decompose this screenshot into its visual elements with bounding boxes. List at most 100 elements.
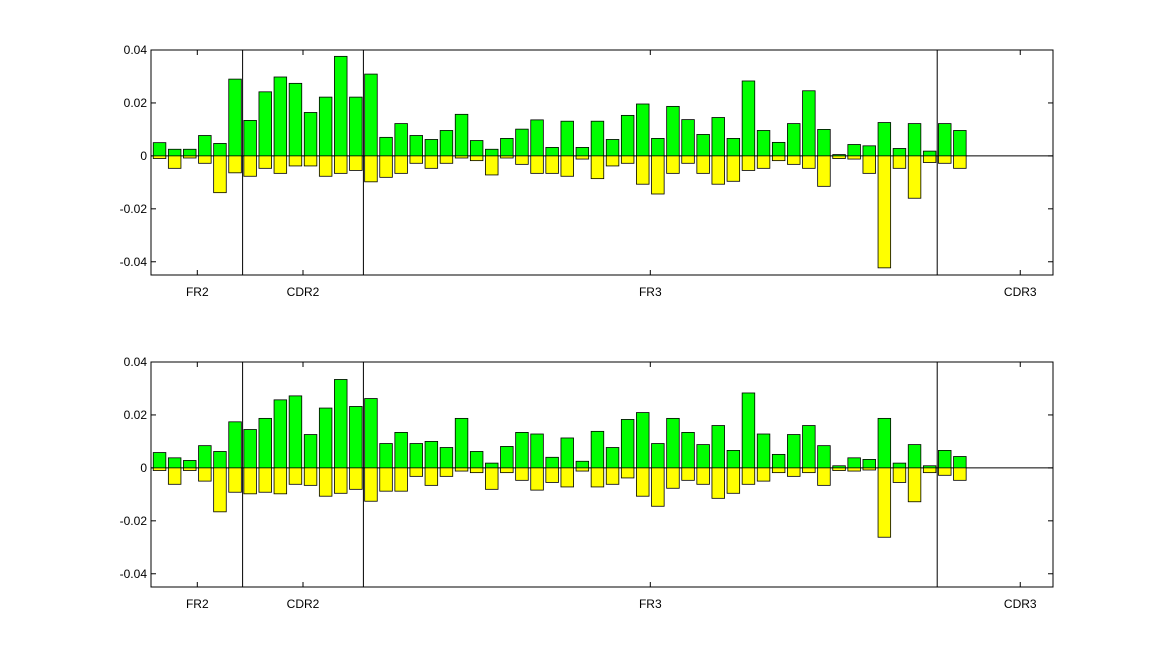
bar bbox=[364, 398, 378, 469]
bar bbox=[303, 155, 318, 167]
bar bbox=[953, 130, 967, 157]
bar bbox=[560, 437, 574, 469]
bar bbox=[620, 467, 635, 479]
bar bbox=[862, 459, 876, 469]
bar bbox=[711, 425, 725, 469]
bar bbox=[394, 155, 408, 174]
bar bbox=[666, 155, 680, 174]
bar bbox=[938, 123, 952, 157]
bar bbox=[922, 150, 937, 157]
bar bbox=[802, 155, 816, 169]
plot-area bbox=[150, 361, 1054, 588]
bar bbox=[696, 134, 710, 157]
bar bbox=[258, 91, 272, 157]
bar bbox=[318, 96, 333, 157]
bar bbox=[726, 138, 741, 157]
plot-area bbox=[150, 49, 1054, 276]
bar bbox=[485, 467, 499, 490]
bar bbox=[907, 155, 922, 199]
bar bbox=[183, 155, 197, 159]
bar bbox=[545, 147, 559, 157]
bar bbox=[364, 73, 378, 157]
bar bbox=[575, 467, 590, 472]
bar bbox=[726, 450, 741, 469]
bar bbox=[892, 467, 907, 483]
bar bbox=[349, 155, 363, 171]
bar bbox=[334, 155, 348, 174]
bar bbox=[500, 155, 514, 159]
bar bbox=[409, 467, 423, 477]
bar bbox=[892, 148, 907, 157]
bar bbox=[439, 130, 454, 157]
bar bbox=[334, 379, 348, 469]
bar bbox=[454, 467, 469, 472]
bar bbox=[303, 467, 318, 486]
bar bbox=[877, 155, 892, 269]
bar bbox=[228, 78, 242, 157]
bar bbox=[530, 119, 544, 157]
bar bbox=[334, 55, 348, 157]
region-label: CDR3 bbox=[1004, 597, 1037, 611]
bar bbox=[907, 123, 922, 157]
bar bbox=[243, 155, 257, 177]
bar bbox=[741, 155, 756, 171]
bar bbox=[288, 82, 303, 157]
bar bbox=[696, 467, 710, 485]
bar bbox=[318, 407, 333, 469]
y-tick-label: 0 bbox=[140, 461, 147, 475]
bar bbox=[756, 467, 771, 482]
bar bbox=[847, 467, 861, 472]
bar bbox=[364, 467, 378, 502]
bar bbox=[605, 139, 620, 157]
y-tick-label: -0.04 bbox=[120, 567, 148, 581]
bar bbox=[167, 148, 182, 157]
bar bbox=[575, 155, 590, 160]
bar bbox=[832, 467, 846, 471]
y-tick-label: 0 bbox=[140, 149, 147, 163]
region-label: CDR2 bbox=[287, 285, 320, 299]
bar bbox=[590, 430, 605, 469]
bar bbox=[817, 467, 831, 486]
bar bbox=[349, 96, 363, 157]
region-label: CDR3 bbox=[1004, 285, 1037, 299]
bar bbox=[243, 467, 257, 495]
bar bbox=[847, 155, 861, 160]
bar bbox=[530, 467, 544, 491]
bar bbox=[530, 433, 544, 469]
bar bbox=[454, 113, 469, 157]
bar bbox=[651, 138, 665, 157]
bar bbox=[318, 467, 333, 497]
bar bbox=[183, 460, 197, 469]
bar bbox=[213, 143, 227, 157]
bar bbox=[605, 447, 620, 469]
bar bbox=[228, 467, 242, 493]
bar bbox=[424, 139, 439, 157]
bar bbox=[787, 434, 801, 469]
y-tick-label: 0.02 bbox=[124, 408, 148, 422]
bar bbox=[847, 457, 861, 469]
bar bbox=[877, 122, 892, 157]
bar bbox=[711, 467, 725, 499]
bar bbox=[787, 155, 801, 165]
bar bbox=[575, 147, 590, 157]
bar bbox=[424, 155, 439, 169]
bar bbox=[485, 462, 499, 469]
bar bbox=[620, 155, 635, 164]
bar bbox=[379, 136, 393, 157]
bar bbox=[922, 467, 937, 474]
bar bbox=[938, 450, 952, 469]
bar bbox=[575, 460, 590, 469]
bar bbox=[756, 433, 771, 469]
bar bbox=[636, 103, 650, 157]
bar bbox=[907, 444, 922, 469]
bar bbox=[364, 155, 378, 183]
bar bbox=[409, 443, 423, 469]
y-tick-label: 0.02 bbox=[124, 96, 148, 110]
bar bbox=[696, 444, 710, 469]
bar bbox=[877, 417, 892, 469]
bar bbox=[953, 155, 967, 169]
bar bbox=[167, 457, 182, 469]
bar bbox=[349, 406, 363, 469]
bar bbox=[530, 155, 544, 174]
bar bbox=[152, 142, 167, 157]
